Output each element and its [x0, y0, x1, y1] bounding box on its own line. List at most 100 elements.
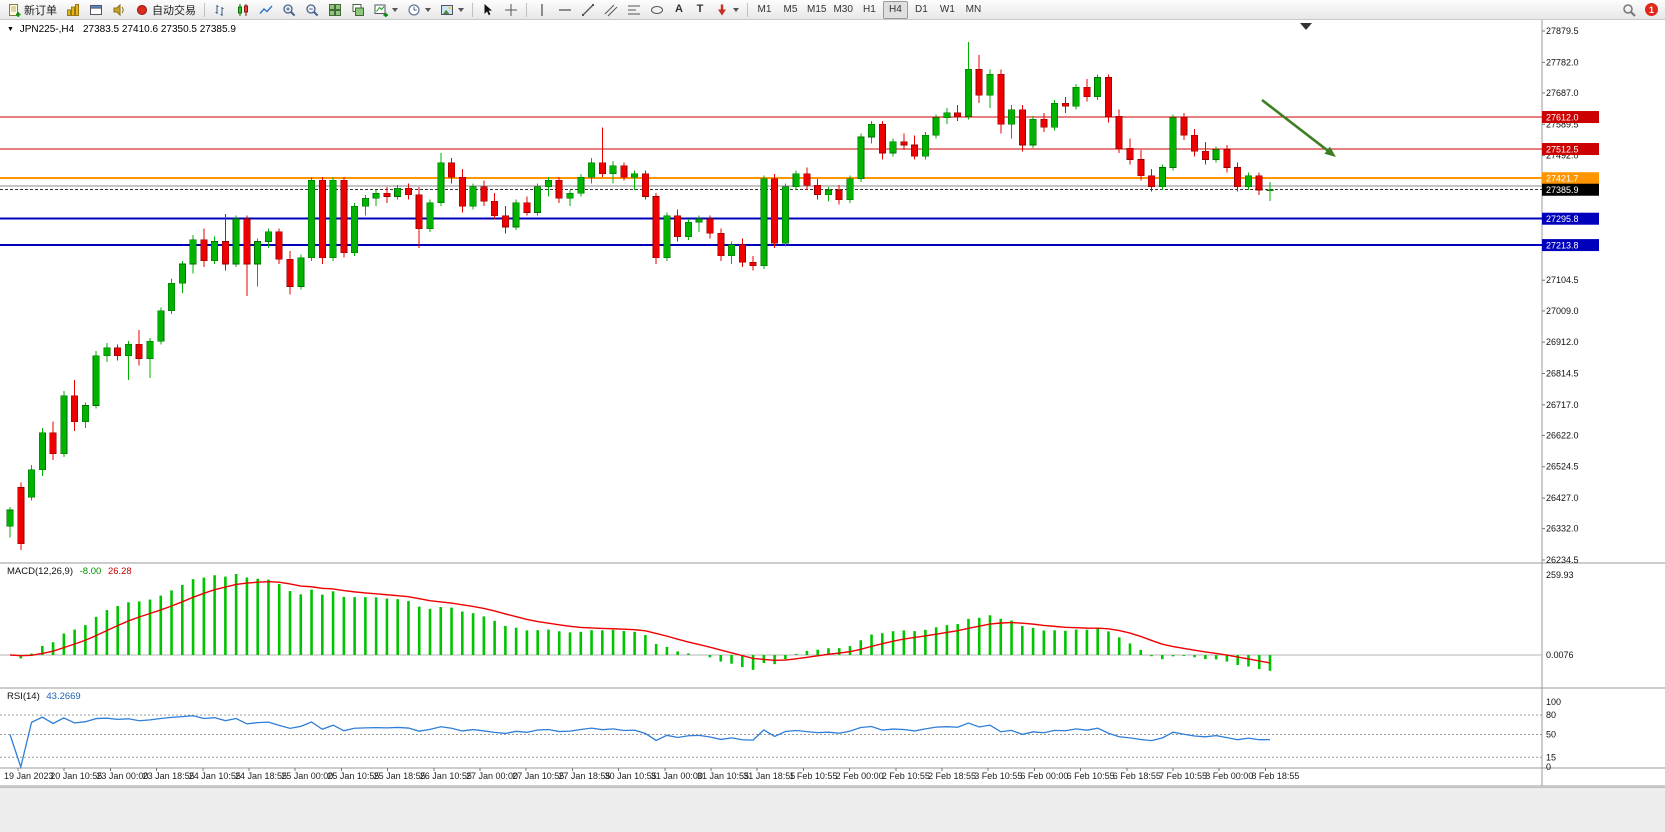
- time-axis-label: 31 Jan 00:00: [651, 771, 703, 781]
- candle: [1212, 149, 1220, 160]
- tile-windows-button[interactable]: [324, 1, 346, 19]
- trendline-tool-button[interactable]: [577, 1, 599, 19]
- arrows-tool-button[interactable]: [711, 1, 743, 19]
- candle: [620, 165, 628, 178]
- candle: [415, 194, 423, 229]
- symbol-dropdown-icon[interactable]: ▼: [7, 26, 14, 33]
- timeframe-m5[interactable]: M5: [778, 1, 803, 19]
- zoom-in-button[interactable]: [278, 1, 300, 19]
- candle: [1126, 147, 1134, 160]
- price-axis-label: 26332.0: [1546, 524, 1579, 534]
- bar-chart-type-button[interactable]: [209, 1, 231, 19]
- timeframe-d1[interactable]: D1: [909, 1, 934, 19]
- candle: [243, 218, 251, 265]
- time-axis-label: 3 Feb 10:55: [974, 771, 1022, 781]
- candle: [954, 112, 962, 117]
- dropdown-arrow-icon: [733, 7, 739, 12]
- timeframe-h4[interactable]: H4: [882, 0, 908, 19]
- rsi-panel: 100 80 50 150: [0, 697, 1561, 772]
- line-chart-icon: [259, 5, 273, 14]
- candle: [868, 123, 876, 138]
- candle: [609, 165, 617, 175]
- timeframe-h1[interactable]: H1: [857, 1, 882, 19]
- market-watch-button[interactable]: [62, 1, 84, 19]
- rsi-line: [9, 715, 1271, 770]
- new-order-button[interactable]: 新订单: [3, 1, 61, 19]
- fibonacci-tool-button[interactable]: [623, 1, 645, 19]
- candle: [49, 432, 57, 455]
- candle: [911, 144, 919, 157]
- autotrading-status-icon: [137, 4, 147, 15]
- price-axis[interactable]: 27879.5 27782.0 27687.0 27589.5 27492.0 27104…: [1542, 26, 1599, 565]
- notification-badge[interactable]: 1: [1645, 3, 1658, 16]
- candle: [264, 231, 272, 242]
- horizontal-line-icon: [559, 8, 571, 11]
- candle: [900, 141, 908, 146]
- price-axis-label: 26717.0: [1546, 400, 1579, 410]
- macd-indicator-label: MACD(12,26,9) -8.00 26.28: [7, 566, 132, 577]
- price-axis-label: 26234.5: [1546, 555, 1579, 565]
- cascade-windows-button[interactable]: [347, 1, 369, 19]
- autotrading-button[interactable]: 自动交易: [131, 1, 200, 19]
- timeframe-m15[interactable]: M15: [804, 1, 829, 19]
- navigator-button[interactable]: [85, 1, 107, 19]
- macd-panel: 259.93 0.0076: [0, 570, 1574, 671]
- timeframe-m1[interactable]: M1: [752, 1, 777, 19]
- candlestick-chart-icon: [238, 3, 248, 16]
- arrow-annotation-line: [1261, 98, 1333, 155]
- timeframe-mn[interactable]: MN: [961, 1, 986, 19]
- price-axis-label: 27492.0: [1546, 151, 1579, 161]
- candle: [1029, 118, 1037, 146]
- candle: [254, 241, 262, 265]
- candle: [1158, 167, 1166, 188]
- label-tool-button[interactable]: T: [690, 1, 710, 19]
- cursor-tool-button[interactable]: [477, 1, 499, 19]
- periods-button[interactable]: [403, 1, 435, 19]
- candle: [674, 215, 682, 237]
- rsi-axis-label: 100: [1546, 697, 1561, 707]
- candle: [738, 244, 746, 263]
- candle: [1191, 135, 1199, 152]
- candle: [749, 262, 757, 266]
- candle: [555, 180, 563, 199]
- macd-axis-max-label: 259.93: [1546, 570, 1574, 580]
- toolbar-separator: [472, 2, 473, 17]
- candlestick-chart-type-button[interactable]: [232, 1, 254, 19]
- line-chart-type-button[interactable]: [255, 1, 277, 19]
- chart-canvas[interactable]: 27879.5 27782.0 27687.0 27589.5 27492.0 27104…: [0, 20, 1665, 832]
- time-axis-label: 25 Jan 10:55: [327, 771, 379, 781]
- candle: [857, 136, 865, 180]
- vertical-line-tool-button[interactable]: [531, 1, 553, 19]
- rsi-axis-label: 50: [1546, 730, 1556, 740]
- candle: [1104, 77, 1112, 117]
- candle: [448, 162, 456, 178]
- search-button[interactable]: [1618, 1, 1640, 19]
- candle: [1083, 86, 1091, 98]
- candle: [814, 184, 822, 196]
- zoom-out-button[interactable]: [301, 1, 323, 19]
- crosshair-tool-button[interactable]: [500, 1, 522, 19]
- candle: [781, 186, 789, 244]
- candle: [824, 189, 832, 196]
- shapes-tool-button[interactable]: [646, 1, 668, 19]
- time-axis-label: 27 Jan 18:55: [558, 771, 610, 781]
- candle: [544, 180, 552, 188]
- macd-signal-line: [9, 581, 1271, 664]
- candle: [211, 241, 219, 262]
- timeframe-m30[interactable]: M30: [830, 1, 855, 19]
- text-tool-button[interactable]: A: [669, 1, 689, 19]
- price-badge: [1542, 183, 1599, 196]
- candle: [523, 202, 531, 213]
- bar-chart-icon: [215, 4, 224, 16]
- channel-tool-button[interactable]: [600, 1, 622, 19]
- crosshair-icon: [505, 3, 517, 16]
- indicators-button[interactable]: [370, 1, 402, 19]
- sound-alert-button[interactable]: [108, 1, 130, 19]
- templates-button[interactable]: [436, 1, 468, 19]
- timeframe-w1[interactable]: W1: [935, 1, 960, 19]
- horizontal-line-tool-button[interactable]: [554, 1, 576, 19]
- rsi-name: RSI(14): [7, 691, 40, 702]
- navigator-icon: [90, 4, 102, 15]
